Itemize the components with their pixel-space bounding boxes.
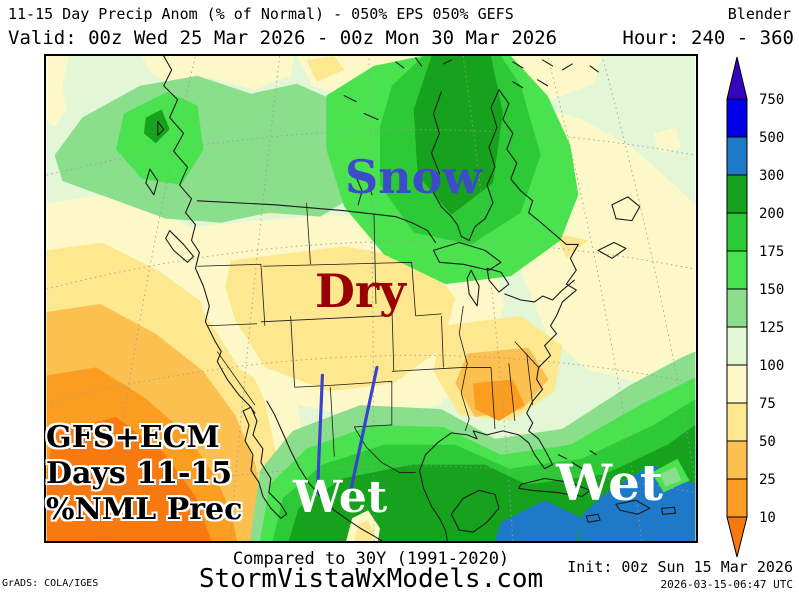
colorbar-segment [726,250,748,290]
colorbar-segment [726,288,748,328]
colorbar-arrow-top [726,56,748,100]
grads-credit: GrADS: COLA/IGES [2,578,99,589]
colorbar-segment [726,402,748,442]
colorbar-arrow-bottom [726,516,748,558]
model-name: Blender [727,5,791,23]
colorbar-label: 200 [759,206,784,222]
map-frame [44,54,698,543]
colorbar-label: 500 [759,130,784,146]
graticule [46,56,696,541]
colorbar-label: 25 [759,472,776,488]
colorbar-segment [726,212,748,252]
colorbar-label: 750 [759,92,784,108]
colorbar-label: 50 [759,434,776,450]
colorbar-segment [726,98,748,138]
colorbar-label: 175 [759,244,784,260]
colorbar-segment [726,440,748,480]
init-time: Init: 00z Sun 15 Mar 2026 [567,558,793,576]
colorbar-scale: 750 500 300 200 175 150 125 100 75 50 25 10 [726,56,784,558]
colorbar-segment [726,326,748,366]
colorbar-segment [726,364,748,404]
valid-range: Valid: 00z Wed 25 Mar 2026 - 00z Mon 30 … [8,27,558,49]
colorbar-label: 75 [759,396,776,412]
colorbar-segment [726,478,748,518]
map-fill-regions [46,56,696,541]
coastlines [145,56,677,541]
site-watermark: StormVistaWxModels.com [198,564,544,594]
colorbar-segment [726,136,748,176]
colorbar-label: 300 [759,168,784,184]
colorbar-label: 10 [759,510,776,526]
wet-annotation-arrows [315,365,379,494]
forecast-hours: Hour: 240 - 360 [622,27,794,49]
colorbar-segment [726,174,748,214]
colorbar-label: 125 [759,320,784,336]
colorbar-label: 150 [759,282,784,298]
colorbar-legend: 750 500 300 200 175 150 125 100 75 50 25 10 [722,49,796,565]
state-borders [197,202,539,473]
page-title: 11-15 Day Precip Anom (% of Normal) - 05… [8,5,514,23]
precip-anomaly-map [46,56,696,541]
generation-timestamp: 2026-03-15-06:47 UTC [660,578,793,591]
colorbar-label: 100 [759,358,784,374]
comparison-baseline: Compared to 30Y (1991-2020) [232,549,510,569]
